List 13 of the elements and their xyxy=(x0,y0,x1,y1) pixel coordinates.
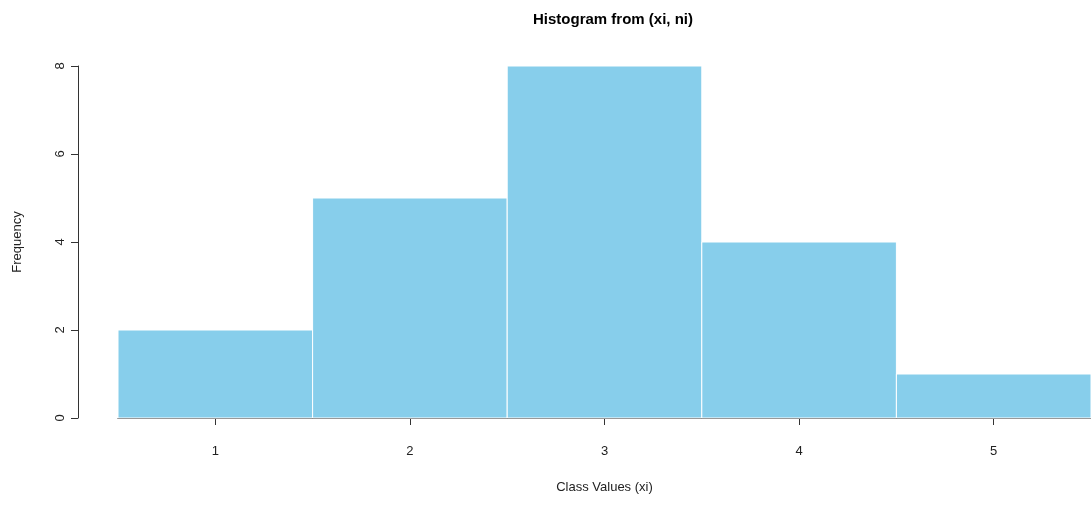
y-tick-label: 0 xyxy=(52,414,67,422)
y-tick-label: 6 xyxy=(52,150,67,158)
x-tick-label: 4 xyxy=(795,443,803,458)
x-tick-label: 5 xyxy=(990,443,998,458)
x-axis-title: Class Values (xi) xyxy=(556,479,653,494)
x-tick-label: 3 xyxy=(600,443,609,458)
y-tick-label: 8 xyxy=(52,62,67,70)
y-tick-label: 4 xyxy=(52,238,67,246)
chart-title: Histogram from (xi, ni) xyxy=(532,10,694,27)
y-tick-label: 2 xyxy=(52,326,67,334)
y-axis-title: Frequency xyxy=(9,210,24,273)
x-tick-label: 2 xyxy=(406,443,414,458)
x-tick-label: 1 xyxy=(211,443,219,458)
